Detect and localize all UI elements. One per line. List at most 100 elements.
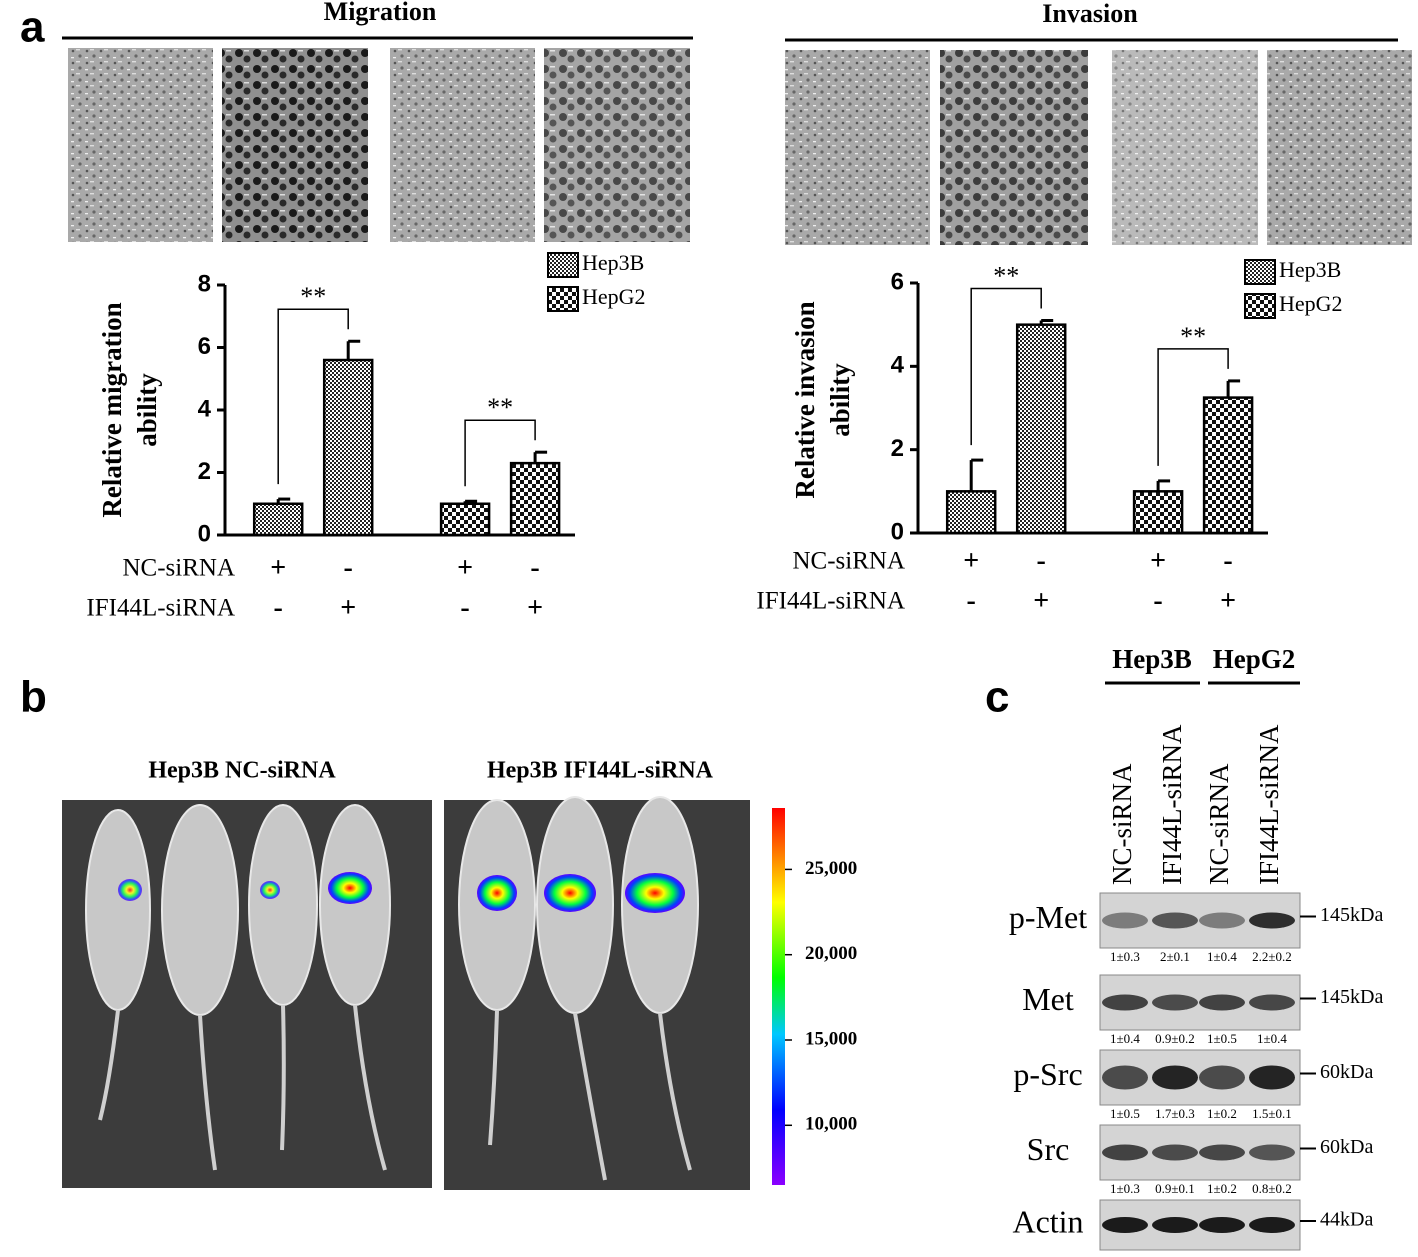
y-tick-label: 8 xyxy=(198,270,211,297)
band xyxy=(1102,1065,1148,1090)
y-tick-label: 6 xyxy=(198,333,211,360)
chart-title: Invasion xyxy=(1042,0,1138,28)
micrograph xyxy=(940,50,1088,245)
significance-bracket xyxy=(970,287,1042,446)
condition-label: NC-siRNA xyxy=(122,555,235,582)
quant-label: 1±0.4 xyxy=(1110,1031,1140,1046)
bar xyxy=(322,358,374,537)
legend-swatch xyxy=(547,286,579,312)
y-tick-label: 0 xyxy=(198,520,211,547)
condition-sign: - xyxy=(274,592,283,623)
micrograph xyxy=(68,48,213,242)
size-label: 60kDa xyxy=(1320,1136,1373,1158)
condition-sign: + xyxy=(1033,585,1049,616)
condition-sign: - xyxy=(1223,545,1232,576)
band xyxy=(1102,994,1148,1011)
micrograph xyxy=(222,48,368,242)
group-title: Hep3B IFI44L-siRNA xyxy=(487,758,714,784)
band xyxy=(1249,1144,1295,1161)
lane-label: NC-siRNA xyxy=(1204,763,1234,885)
significance-label: ** xyxy=(487,393,513,422)
micrograph xyxy=(390,48,535,242)
quant-label: 2.2±0.2 xyxy=(1252,949,1292,964)
condition-sign: + xyxy=(527,592,543,623)
condition-sign: - xyxy=(967,585,976,616)
y-tick-label: 2 xyxy=(891,435,904,462)
micrograph xyxy=(785,50,930,245)
colorbar-tick-label: 20,000 xyxy=(805,943,857,964)
significance-label: ** xyxy=(300,282,326,311)
quant-label: 1±0.2 xyxy=(1207,1181,1237,1196)
y-tick-label: 2 xyxy=(198,458,211,485)
band xyxy=(1152,912,1198,929)
y-tick-label: 6 xyxy=(891,268,904,295)
colorbar-tick-label: 10,000 xyxy=(805,1114,857,1135)
blot-label: p-Src xyxy=(1013,1056,1082,1092)
legend-label: Hep3B xyxy=(582,250,644,275)
size-label: 44kDa xyxy=(1320,1209,1373,1231)
condition-sign: - xyxy=(344,552,353,583)
size-label: 60kDa xyxy=(1320,1061,1373,1083)
quant-label: 1.5±0.1 xyxy=(1252,1106,1292,1121)
cell-line-label: Hep3B xyxy=(1112,644,1192,674)
y-axis-label: Relative migration xyxy=(97,302,127,517)
band xyxy=(1199,1144,1245,1161)
band xyxy=(1152,994,1198,1011)
quant-label: 0.9±0.1 xyxy=(1155,1181,1195,1196)
condition-label: IFI44L-siRNA xyxy=(756,588,905,615)
lane-label: IFI44L-siRNA xyxy=(1254,724,1284,885)
legend-label: Hep3B xyxy=(1279,257,1341,282)
micrograph xyxy=(1112,50,1258,245)
significance-label: ** xyxy=(993,261,1019,290)
blot-label: Met xyxy=(1022,981,1074,1017)
band xyxy=(1152,1217,1198,1233)
y-axis-label: ability xyxy=(825,363,855,437)
band xyxy=(1102,1144,1148,1161)
chart-title: Migration xyxy=(324,0,437,26)
quant-label: 1±0.4 xyxy=(1257,1031,1287,1046)
blot-label: Actin xyxy=(1012,1203,1083,1239)
quant-label: 1±0.5 xyxy=(1207,1031,1237,1046)
condition-sign: + xyxy=(1220,585,1236,616)
band xyxy=(1249,1217,1295,1233)
colorbar-tick-label: 25,000 xyxy=(805,858,857,879)
micrograph xyxy=(1267,50,1412,245)
size-label: 145kDa xyxy=(1320,986,1383,1008)
bar xyxy=(509,461,561,537)
condition-sign: + xyxy=(963,545,979,576)
panel-label: a xyxy=(20,3,45,52)
band xyxy=(1199,994,1245,1011)
bar xyxy=(1015,323,1067,535)
micrograph xyxy=(544,48,690,242)
bar xyxy=(945,490,997,535)
y-axis-label: ability xyxy=(132,373,162,447)
y-axis-label: Relative invasion xyxy=(790,301,820,498)
condition-sign: + xyxy=(457,552,473,583)
condition-label: IFI44L-siRNA xyxy=(86,595,235,622)
quant-label: 1±0.3 xyxy=(1110,1181,1140,1196)
legend-label: HepG2 xyxy=(582,284,646,309)
quant-label: 2±0.1 xyxy=(1160,949,1190,964)
y-tick-label: 4 xyxy=(891,352,905,379)
band xyxy=(1152,1144,1198,1161)
significance-label: ** xyxy=(1180,322,1206,351)
condition-sign: + xyxy=(270,552,286,583)
condition-sign: + xyxy=(340,592,356,623)
quant-label: 1.7±0.3 xyxy=(1155,1106,1195,1121)
band xyxy=(1152,1065,1198,1090)
bar xyxy=(439,502,491,537)
legend-swatch xyxy=(1244,259,1276,285)
quant-label: 1±0.3 xyxy=(1110,949,1140,964)
band xyxy=(1199,1217,1245,1233)
panel-label: b xyxy=(20,673,47,722)
bar xyxy=(252,502,304,537)
colorbar xyxy=(772,808,785,1185)
luminescence xyxy=(118,872,685,913)
blot-label: p-Met xyxy=(1009,899,1087,935)
significance-bracket xyxy=(1157,348,1229,466)
colorbar-tick-label: 15,000 xyxy=(805,1028,857,1049)
significance-bracket xyxy=(277,308,349,485)
band xyxy=(1199,912,1245,929)
y-tick-label: 4 xyxy=(198,395,212,422)
significance-bracket xyxy=(464,419,536,487)
